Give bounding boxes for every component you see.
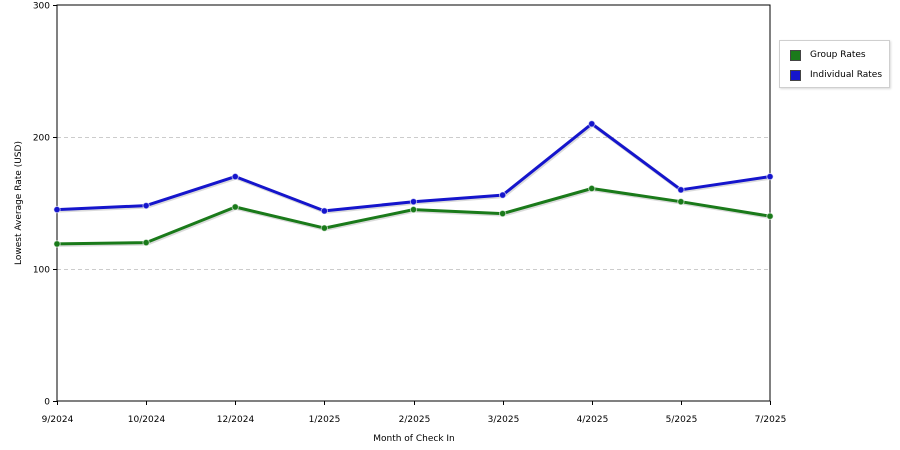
- x-tick-label: 12/2024: [217, 415, 255, 425]
- x-tick-label: 7/2025: [755, 415, 787, 425]
- data-point-individual-rates: [53, 205, 61, 214]
- data-point-individual-rates: [588, 120, 596, 128]
- x-tick-label: 5/2025: [666, 415, 698, 425]
- data-point-individual-rates: [142, 201, 150, 210]
- tick-labels: 0 100 200 300 9/2024 10/2024 12/2024 1/2025 2/20…: [33, 2, 787, 426]
- axes: [53, 4, 771, 405]
- x-axis-label: Month of Check In: [373, 434, 455, 444]
- data-point-group-rates: [409, 205, 418, 214]
- data-point-group-rates: [677, 197, 685, 206]
- legend-item-individual-rates: Individual Rates: [790, 69, 882, 81]
- data-point-group-rates: [588, 184, 596, 193]
- legend: Group Rates Individual Rates: [779, 40, 890, 88]
- data-point-individual-rates: [766, 172, 774, 181]
- data-point-individual-rates: [498, 191, 507, 199]
- x-tick-label: 10/2024: [128, 415, 166, 425]
- legend-label-group-rates: Group Rates: [810, 50, 866, 60]
- y-tick-label: 0: [44, 398, 50, 408]
- y-tick-label: 300: [33, 2, 50, 12]
- x-tick-label: 3/2025: [488, 415, 520, 425]
- legend-item-group-rates: Group Rates: [790, 49, 866, 61]
- x-tick-label: 4/2025: [577, 415, 609, 425]
- data-point-group-rates: [320, 224, 329, 232]
- x-tick-label: 9/2024: [42, 415, 74, 425]
- data-point-individual-rates: [231, 172, 239, 181]
- data-point-group-rates: [53, 240, 61, 248]
- legend-label-individual-rates: Individual Rates: [810, 70, 883, 80]
- data-point-group-rates: [766, 212, 774, 220]
- y-tick-label: 200: [33, 134, 50, 144]
- data-point-group-rates: [231, 203, 239, 211]
- series-layer: [53, 120, 774, 248]
- y-axis-label: Lowest Average Rate (USD): [14, 141, 24, 265]
- series-line-group-rates: [56, 187, 771, 246]
- data-point-individual-rates: [320, 207, 329, 215]
- data-point-individual-rates: [677, 186, 685, 194]
- x-tick-label: 1/2025: [309, 415, 341, 425]
- plot-frame: [56, 4, 771, 402]
- legend-swatch-individual-rates: [790, 69, 801, 81]
- data-point-group-rates: [498, 209, 507, 218]
- x-tick-label: 2/2025: [399, 415, 431, 425]
- y-tick-label: 100: [33, 266, 50, 276]
- data-point-individual-rates: [409, 197, 418, 206]
- data-point-group-rates: [142, 238, 150, 247]
- legend-swatch-group-rates: [790, 49, 801, 61]
